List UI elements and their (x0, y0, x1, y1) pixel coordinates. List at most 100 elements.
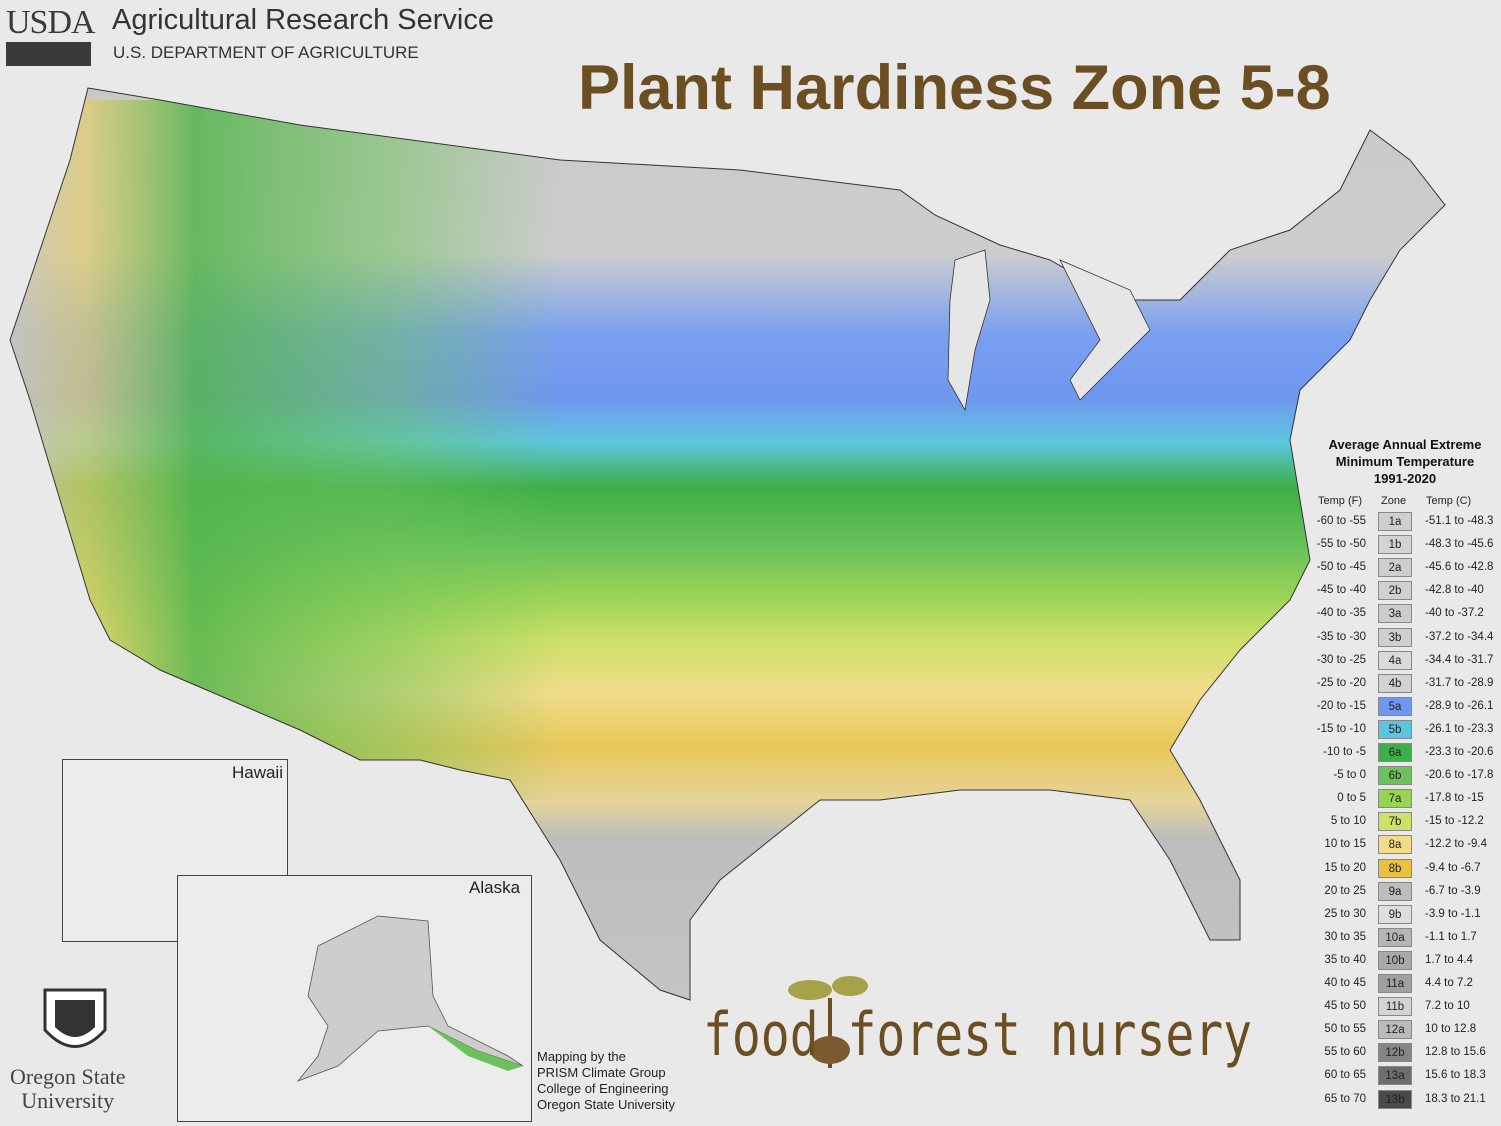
legend-zone-swatch: 5a (1378, 696, 1412, 716)
department-name: U.S. DEPARTMENT OF AGRICULTURE (113, 43, 419, 62)
legend-temp-f: -35 to -30 (1316, 630, 1366, 643)
legend-row: -55 to -50 1b -48.3 to -45.6 (1300, 535, 1501, 555)
credit-line: College of Engineering (537, 1081, 669, 1096)
legend-temp-c: -37.2 to -34.4 (1425, 630, 1494, 643)
legend-temp-f: -40 to -35 (1316, 607, 1366, 620)
osu-line: University (21, 1088, 115, 1113)
legend-temp-f: -45 to -40 (1316, 584, 1366, 597)
mapping-credit: Mapping by the PRISM Climate Group Colle… (537, 1049, 675, 1113)
legend-temp-c: -20.6 to -17.8 (1425, 769, 1494, 782)
alaska-inset: Alaska (177, 875, 532, 1122)
legend-temp-f: 65 to 70 (1324, 1092, 1366, 1105)
hawaii-label: Hawaii (231, 763, 283, 782)
legend-row: 0 to 5 7a -17.8 to -15 (1300, 789, 1501, 809)
legend-zone-swatch: 11a (1378, 974, 1412, 993)
legend-row: -60 to -55 1a -51.1 to -48.3 (1300, 512, 1501, 532)
legend-zone-swatch: 12a (1378, 1020, 1412, 1040)
legend-temp-f: -20 to -15 (1316, 699, 1366, 712)
alaska-label: Alaska (469, 878, 521, 897)
legend-col-c: Temp (C) (1426, 495, 1472, 507)
legend-temp-f: -25 to -20 (1316, 676, 1366, 689)
alaska-shape (296, 915, 524, 1082)
legend-temp-c: -34.4 to -31.7 (1425, 653, 1494, 666)
legend-row: -10 to -5 6a -23.3 to -20.6 (1300, 743, 1501, 763)
legend-row: -30 to -25 4a -34.4 to -31.7 (1300, 650, 1501, 671)
credit-line: PRISM Climate Group (537, 1065, 666, 1080)
legend-temp-f: -30 to -25 (1316, 653, 1366, 666)
legend-zone-swatch: 4b (1378, 673, 1412, 693)
osu-logo: Oregon State University (10, 1065, 125, 1113)
legend-temp-c: 7.2 to 10 (1425, 1000, 1470, 1013)
legend-zone-swatch: 4a (1378, 650, 1412, 670)
lake-erie-huron (1059, 259, 1151, 401)
legend-zone-swatch: 5b (1378, 719, 1412, 739)
legend-zone-swatch: 1a (1378, 512, 1412, 531)
legend-temp-c: -26.1 to -23.3 (1425, 722, 1494, 735)
legend-temp-c: 18.3 to 21.1 (1425, 1092, 1486, 1105)
legend-temp-f: 10 to 15 (1324, 838, 1366, 851)
legend-temp-f: -5 to 0 (1333, 769, 1366, 782)
legend-temp-f: 55 to 60 (1324, 1046, 1366, 1059)
legend-zone-swatch: 8b (1378, 858, 1412, 878)
legend-title: Average Annual Extreme Minimum Temperatu… (1308, 436, 1501, 487)
legend-temp-f: 50 to 55 (1324, 1023, 1366, 1036)
legend-zone-swatch: 12b (1378, 1043, 1412, 1063)
legend-zone-swatch: 9b (1378, 904, 1412, 924)
legend-temp-f: 15 to 20 (1324, 861, 1366, 874)
legend-row: -25 to -20 4b -31.7 to -28.9 (1300, 673, 1501, 694)
legend-zone-swatch: 9a (1378, 881, 1412, 901)
usda-logo-mark (6, 42, 91, 66)
legend-temp-c: 4.4 to 7.2 (1425, 977, 1473, 989)
legend-temp-f: 40 to 45 (1324, 977, 1366, 989)
legend-temp-c: -9.4 to -6.7 (1425, 861, 1481, 874)
legend-title-line: 1991-2020 (1373, 471, 1437, 486)
credit-line: Oregon State University (537, 1097, 676, 1112)
legend-temp-f: -10 to -5 (1323, 746, 1366, 758)
legend-row: -5 to 0 6b -20.6 to -17.8 (1300, 766, 1501, 786)
usda-logo: USDA (6, 4, 96, 41)
legend-zone-swatch: 6b (1378, 766, 1412, 786)
legend-temp-f: 35 to 40 (1324, 953, 1366, 966)
legend-title-line: Average Annual Extreme (1328, 437, 1482, 452)
food-forest-nursery-logo: food forest nursery (703, 1000, 1253, 1070)
legend-temp-c: -40 to -37.2 (1425, 607, 1484, 620)
legend-row: 35 to 40 10b 1.7 to 4.4 (1300, 950, 1501, 971)
legend-temp-f: 0 to 5 (1337, 792, 1366, 805)
legend-zone-swatch: 3b (1378, 627, 1412, 647)
osu-seal-icon (43, 988, 107, 1048)
legend-temp-c: -42.8 to -40 (1425, 584, 1484, 597)
legend-temp-c: 10 to 12.8 (1425, 1023, 1477, 1036)
legend-row: -35 to -30 3b -37.2 to -34.4 (1300, 627, 1501, 648)
legend-temp-f: 5 to 10 (1330, 815, 1366, 828)
legend-row: 55 to 60 12b 12.8 to 15.6 (1300, 1043, 1501, 1063)
legend-temp-c: 12.8 to 15.6 (1425, 1046, 1486, 1059)
legend-temp-f: -55 to -50 (1316, 538, 1366, 551)
credit-line: Mapping by the (537, 1049, 626, 1064)
legend-row: 50 to 55 12a 10 to 12.8 (1300, 1020, 1501, 1040)
legend-row: -40 to -35 3a -40 to -37.2 (1300, 604, 1501, 624)
legend-zone-swatch: 7b (1378, 812, 1412, 832)
legend-row: -20 to -15 5a -28.9 to -26.1 (1300, 696, 1501, 717)
legend-zone-swatch: 7a (1378, 789, 1412, 809)
legend-temp-c: -15 to -12.2 (1425, 815, 1484, 828)
legend-temp-c: -12.2 to -9.4 (1425, 838, 1488, 851)
legend-temp-c: -6.7 to -3.9 (1425, 884, 1481, 897)
legend-temp-f: 20 to 25 (1324, 884, 1366, 897)
legend-row: 65 to 70 13b 18.3 to 21.1 (1300, 1089, 1501, 1110)
legend-temp-c: 15.6 to 18.3 (1425, 1069, 1486, 1082)
legend-temp-c: -31.7 to -28.9 (1425, 676, 1494, 689)
legend-zone-swatch: 2a (1378, 558, 1412, 578)
legend-zone-swatch: 13b (1378, 1089, 1412, 1109)
legend-col-zone: Zone (1381, 495, 1407, 507)
legend-row: 10 to 15 8a -12.2 to -9.4 (1300, 835, 1501, 855)
lake-michigan (947, 249, 991, 412)
legend-zone-swatch: 1b (1378, 535, 1412, 555)
page-title: Plant Hardiness Zone 5-8 (578, 53, 1331, 123)
legend-row: 45 to 50 11b 7.2 to 10 (1300, 997, 1501, 1017)
legend-zone-swatch: 10a (1378, 927, 1412, 947)
legend-row: 40 to 45 11a 4.4 to 7.2 (1300, 974, 1501, 994)
legend-temp-c: -28.9 to -26.1 (1425, 699, 1494, 712)
legend-zone-swatch: 8a (1378, 835, 1412, 855)
legend-zone-swatch: 2b (1378, 581, 1412, 601)
legend-row: 60 to 65 13a 15.6 to 18.3 (1300, 1066, 1501, 1086)
